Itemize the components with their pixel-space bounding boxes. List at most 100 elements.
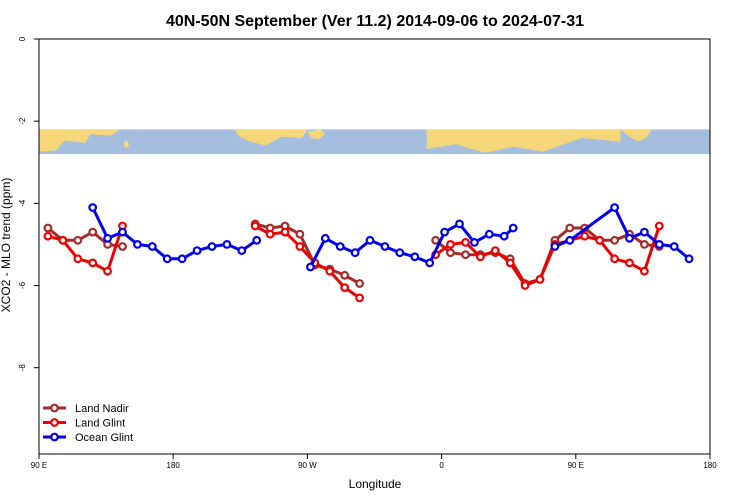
data-point-ocean-glint [484,229,494,239]
data-point-land-nadir [73,235,83,245]
series-line-land-glint [47,225,124,273]
data-point-ocean-glint [470,237,479,247]
data-point-land-glint [325,266,335,276]
data-point-land-nadir [565,223,575,233]
data-point-land-glint [58,235,68,245]
data-point-ocean-glint [625,233,634,243]
map-landmass [39,129,120,152]
data-point-land-glint [461,237,470,247]
legend-item-land-glint: Land Glint [43,418,125,430]
data-point-land-glint [103,266,112,276]
y-tick-label: -8 [18,364,27,372]
data-point-land-glint [535,275,545,284]
x-tick-label: 180 [167,461,181,470]
y-tick-label: -6 [18,281,27,289]
data-point-land-nadir [610,235,619,245]
data-point-ocean-glint [177,254,187,264]
legend-item-ocean-glint: Ocean Glint [43,432,133,444]
x-tick-label: 90 E [568,461,584,470]
x-tick-label: 90 E [31,461,47,470]
data-point-ocean-glint [440,227,450,237]
legend-label: Ocean Glint [75,432,133,444]
data-point-ocean-glint [237,246,247,256]
data-point-ocean-glint [565,235,575,245]
data-point-land-glint [610,254,619,264]
map-landmass [124,140,129,148]
data-point-land-glint [73,254,83,264]
legend-marker [50,403,59,413]
data-point-land-glint [446,239,455,249]
data-point-ocean-glint [684,254,694,264]
data-point-ocean-glint [395,248,405,258]
y-tick-label: -2 [18,117,27,125]
map-land [39,129,652,153]
plot-frame [38,38,711,455]
data-point-ocean-glint [88,203,98,212]
legend-label: Land Glint [75,418,125,430]
x-axis: 90 E 180 90 W 0 90 E 180 [31,454,717,470]
data-point-land-glint [476,252,485,262]
y-axis: 0 -2 -4 -6 -8 [18,36,39,371]
series-ocean-glint [88,203,694,272]
data-point-ocean-glint [132,239,142,249]
y-tick-label: 0 [18,36,27,41]
data-point-land-nadir [461,250,470,260]
data-point-land-glint [640,266,649,276]
data-point-ocean-glint [508,223,518,233]
data-point-ocean-glint [118,227,127,237]
map-landmass [620,129,652,142]
data-point-land-nadir [640,239,649,249]
x-tick-label: 180 [703,461,717,470]
x-tick-label: 0 [439,461,444,470]
data-point-land-nadir [446,248,455,258]
data-point-ocean-glint [147,242,157,251]
data-point-ocean-glint [306,262,315,272]
data-point-land-nadir [118,242,127,251]
data-point-ocean-glint [610,203,619,212]
series-land-glint [43,221,664,303]
data-point-land-nadir [340,270,350,280]
data-point-ocean-glint [365,235,375,245]
legend-marker [50,418,59,427]
data-point-land-glint [355,293,365,303]
data-point-ocean-glint [654,239,664,249]
map-landmass [234,129,308,146]
legend-item-land-nadir: Land Nadir [43,403,129,415]
x-tick-label: 90 W [298,461,317,470]
data-point-ocean-glint [640,227,649,237]
map-landmass [426,129,621,153]
data-point-ocean-glint [335,242,345,251]
data-point-land-nadir [43,223,53,233]
data-point-ocean-glint [103,233,112,243]
data-point-ocean-glint [207,242,217,251]
data-point-land-glint [340,283,350,293]
data-point-land-glint [625,258,634,268]
chart-title: 40N-50N September (Ver 11.2) 2014-09-06 … [166,13,584,30]
data-point-land-glint [88,258,98,268]
data-point-land-nadir [431,235,441,245]
data-point-ocean-glint [252,235,262,245]
data-point-land-nadir [88,227,98,237]
series-line-ocean-glint [554,206,691,260]
data-point-land-glint [580,231,590,241]
data-point-ocean-glint [350,248,360,258]
data-point-ocean-glint [669,242,679,251]
data-point-land-glint [520,281,530,290]
data-point-ocean-glint [380,242,390,251]
data-point-ocean-glint [320,233,330,243]
data-point-land-nadir [295,229,305,239]
legend: Land Nadir Land Glint Ocean Glint [43,403,133,444]
data-point-ocean-glint [550,242,560,251]
series-line-ocean-glint [91,206,258,261]
data-point-land-glint [595,235,605,245]
data-point-land-glint [43,231,53,241]
series-layer [43,203,694,303]
data-point-ocean-glint [192,246,202,256]
data-point-ocean-glint [455,219,464,229]
data-point-ocean-glint [222,239,232,249]
data-point-land-nadir [355,279,365,288]
data-point-land-glint [265,229,275,239]
data-point-land-glint [250,221,260,231]
data-point-ocean-glint [410,252,420,262]
x-axis-label: Longitude [349,477,402,491]
